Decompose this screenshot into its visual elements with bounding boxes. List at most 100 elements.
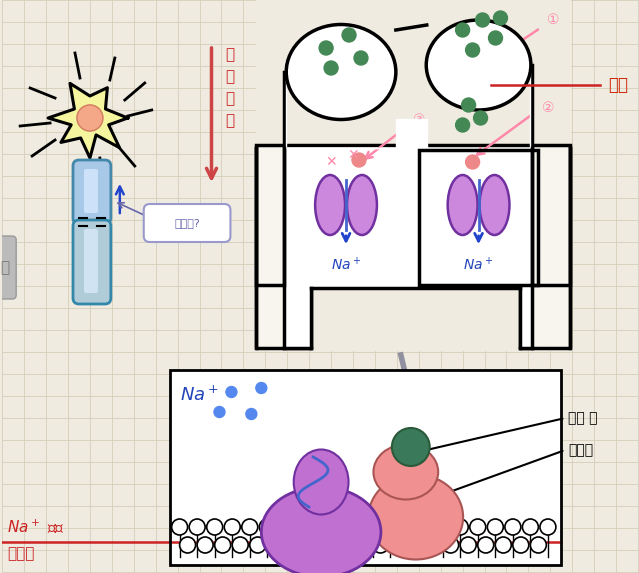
Circle shape	[466, 43, 479, 57]
Circle shape	[495, 537, 511, 553]
Polygon shape	[256, 148, 570, 348]
Polygon shape	[48, 83, 128, 158]
FancyBboxPatch shape	[0, 236, 16, 299]
Ellipse shape	[448, 175, 477, 235]
Polygon shape	[311, 283, 520, 288]
Ellipse shape	[294, 449, 348, 515]
Circle shape	[425, 537, 441, 553]
Circle shape	[285, 537, 301, 553]
Bar	[169, 370, 561, 565]
Bar	[256, 145, 570, 285]
Polygon shape	[284, 148, 532, 348]
Circle shape	[354, 51, 368, 65]
Circle shape	[365, 519, 380, 535]
Circle shape	[461, 98, 475, 112]
Circle shape	[242, 519, 258, 535]
FancyBboxPatch shape	[84, 169, 98, 213]
Text: 신경: 신경	[608, 76, 628, 94]
Circle shape	[320, 537, 336, 553]
Circle shape	[540, 519, 556, 535]
Circle shape	[390, 537, 406, 553]
Text: ③: ③	[413, 113, 425, 127]
Bar	[419, 150, 538, 285]
Circle shape	[232, 537, 248, 553]
Circle shape	[342, 28, 356, 42]
Ellipse shape	[373, 445, 438, 500]
Ellipse shape	[426, 20, 531, 110]
Text: 수용체: 수용체	[568, 443, 594, 457]
Circle shape	[513, 537, 529, 553]
Circle shape	[224, 519, 240, 535]
Ellipse shape	[261, 487, 381, 573]
Circle shape	[355, 537, 371, 553]
FancyBboxPatch shape	[73, 160, 111, 224]
Circle shape	[460, 537, 476, 553]
Circle shape	[408, 537, 424, 553]
Circle shape	[189, 519, 205, 535]
Text: ①: ①	[547, 13, 560, 27]
Text: 입: 입	[225, 113, 234, 128]
FancyBboxPatch shape	[84, 229, 98, 293]
Text: 신경 전: 신경 전	[568, 411, 597, 425]
Circle shape	[214, 406, 225, 418]
Circle shape	[470, 519, 486, 535]
Circle shape	[443, 537, 459, 553]
Circle shape	[347, 519, 363, 535]
Ellipse shape	[286, 25, 396, 120]
Text: $Na^+$ 유입: $Na^+$ 유입	[7, 518, 65, 536]
FancyBboxPatch shape	[73, 220, 111, 304]
Circle shape	[352, 153, 366, 167]
Circle shape	[246, 409, 257, 419]
Circle shape	[324, 61, 338, 75]
Ellipse shape	[369, 474, 463, 559]
Circle shape	[277, 519, 293, 535]
Circle shape	[267, 537, 283, 553]
Circle shape	[77, 105, 103, 131]
Bar	[169, 370, 561, 565]
Circle shape	[256, 383, 267, 394]
Circle shape	[226, 387, 237, 398]
Circle shape	[493, 11, 507, 25]
Circle shape	[382, 519, 398, 535]
Text: 향: 향	[225, 69, 234, 84]
Ellipse shape	[347, 175, 377, 235]
Circle shape	[478, 537, 494, 553]
Circle shape	[312, 519, 328, 535]
Circle shape	[259, 519, 275, 535]
Circle shape	[197, 537, 213, 553]
Circle shape	[452, 519, 468, 535]
FancyBboxPatch shape	[144, 204, 231, 242]
Circle shape	[505, 519, 521, 535]
Circle shape	[399, 519, 415, 535]
Bar	[256, 0, 570, 350]
Ellipse shape	[315, 175, 345, 235]
Circle shape	[392, 428, 430, 466]
Circle shape	[172, 519, 188, 535]
Circle shape	[250, 537, 266, 553]
Circle shape	[523, 519, 538, 535]
Text: ✕: ✕	[347, 148, 359, 162]
Circle shape	[466, 155, 479, 169]
Circle shape	[456, 118, 470, 132]
Circle shape	[530, 537, 546, 553]
Text: 〉: 〉	[1, 261, 10, 276]
Bar	[87, 218, 97, 226]
Text: $Na^+$: $Na^+$	[463, 256, 494, 274]
Text: ②: ②	[542, 101, 555, 115]
Circle shape	[302, 537, 318, 553]
Text: 가역성?: 가역성?	[174, 218, 201, 228]
Circle shape	[435, 519, 450, 535]
Circle shape	[215, 537, 231, 553]
Polygon shape	[286, 119, 427, 148]
Text: 탈분극: 탈분극	[7, 547, 35, 562]
Text: 선: 선	[225, 92, 234, 107]
Circle shape	[295, 519, 311, 535]
Circle shape	[319, 41, 333, 55]
Circle shape	[330, 519, 346, 535]
Ellipse shape	[479, 175, 509, 235]
Text: $Na^+$: $Na^+$	[180, 386, 219, 405]
Circle shape	[207, 519, 222, 535]
Circle shape	[475, 13, 489, 27]
Circle shape	[337, 537, 353, 553]
Circle shape	[456, 23, 470, 37]
